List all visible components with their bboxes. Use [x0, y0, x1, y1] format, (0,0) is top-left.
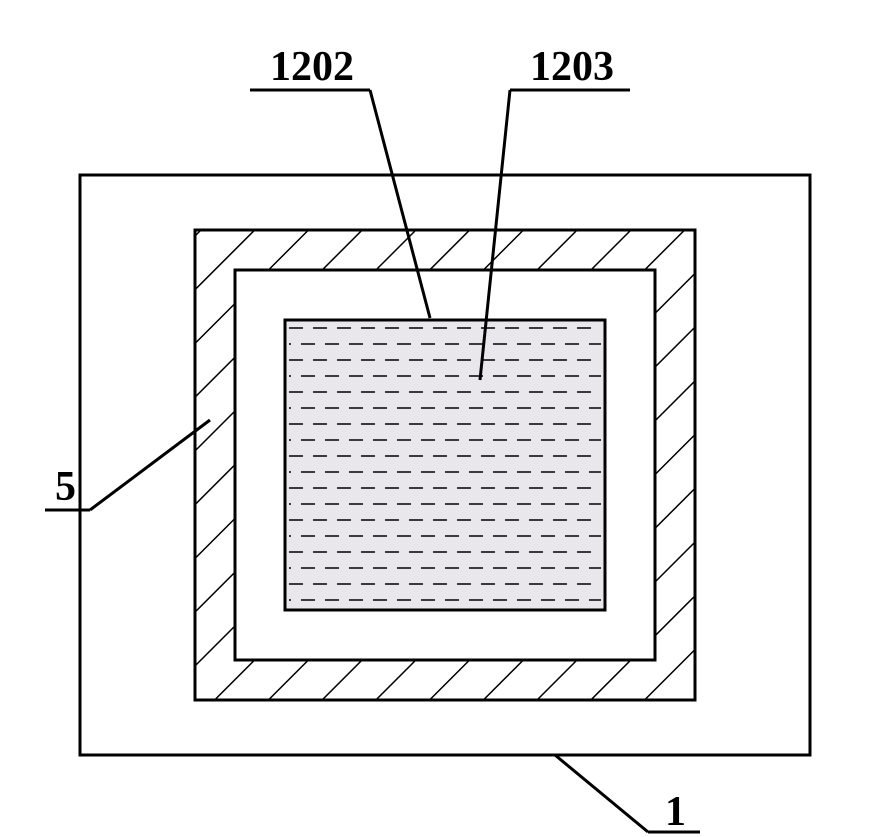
callout-5-text: 5 [55, 464, 76, 510]
callout-1-leader [555, 755, 648, 832]
callout-1-text: 1 [665, 789, 686, 835]
callout-5: 5 [45, 420, 210, 510]
callout-1203-text: 1203 [530, 44, 614, 90]
engineering-diagram: 1202 1203 5 1 [0, 0, 889, 837]
callout-1202-text: 1202 [270, 44, 354, 90]
core-fill-rect [285, 320, 605, 610]
callout-5-leader [90, 420, 210, 510]
callout-1: 1 [555, 755, 700, 835]
